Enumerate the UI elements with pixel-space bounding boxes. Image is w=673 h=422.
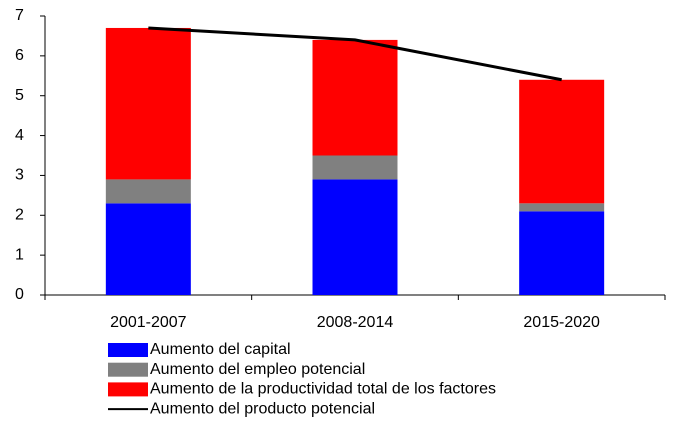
legend-swatch xyxy=(108,382,148,397)
legend-swatch xyxy=(108,343,148,357)
legend-label: Aumento del capital xyxy=(150,341,291,358)
y-tick-label: 0 xyxy=(15,286,24,303)
x-tick-label: 2001-2007 xyxy=(110,314,187,331)
legend-label: Aumento del empleo potencial xyxy=(150,361,365,378)
legend-label: Aumento del producto potencial xyxy=(150,400,375,417)
bar-segment xyxy=(105,27,191,180)
line xyxy=(148,26,562,82)
legend-label: Aumento de la productividad total de los… xyxy=(150,381,496,398)
y-tick-label: 7 xyxy=(15,7,24,24)
bar-segment xyxy=(312,155,398,180)
x-tick-label: 2015-2020 xyxy=(523,314,600,331)
bar-segment xyxy=(312,179,398,295)
y-tick-label: 2 xyxy=(15,207,24,224)
bar-segment xyxy=(519,211,605,295)
bar-segment xyxy=(519,79,605,204)
y-tick-label: 4 xyxy=(15,127,24,144)
legend-swatch xyxy=(108,362,148,377)
bar-segment xyxy=(105,179,191,204)
bar-segment xyxy=(105,203,191,295)
y-tick-label: 6 xyxy=(15,47,24,64)
bar-segment xyxy=(519,203,605,212)
x-tick-label: 2008-2014 xyxy=(317,314,394,331)
bar-segment xyxy=(312,39,398,156)
y-tick-label: 1 xyxy=(15,246,24,263)
y-tick-label: 5 xyxy=(15,87,24,104)
y-tick-label: 3 xyxy=(15,167,24,184)
